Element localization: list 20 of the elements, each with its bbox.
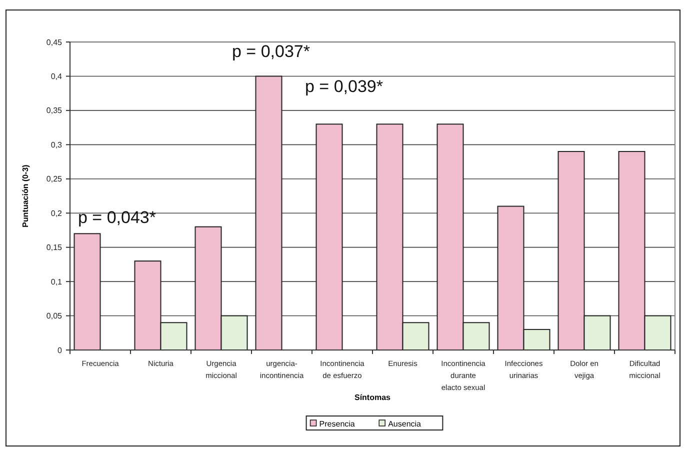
y-tick-label: 0,3 (50, 140, 63, 150)
bar (316, 124, 343, 350)
y-tick-label: 0,1 (50, 277, 63, 286)
bar (255, 76, 282, 350)
y-tick-label: 0,25 (46, 174, 63, 184)
legend-label: Presencia (319, 420, 356, 428)
y-tick-label: 0 (58, 346, 63, 355)
annotation: p = 0,037* (232, 42, 310, 61)
y-tick-label: 0,15 (46, 243, 63, 252)
y-tick-label: 0,2 (50, 208, 63, 218)
y-tick-label: 0,4 (50, 72, 63, 82)
y-axis-title: Puntuación (0-3) (21, 164, 30, 228)
legend-label: Ausencia (388, 420, 422, 428)
x-axis-title: Síntomas (354, 393, 392, 402)
bar (74, 233, 101, 350)
y-tick-label: 0,35 (46, 106, 63, 116)
y-tick-label: 0,45 (46, 38, 63, 47)
y-tick-label: 0,05 (46, 312, 63, 321)
annotation: p = 0,043* (78, 208, 156, 227)
annotation: p = 0,039* (305, 77, 384, 96)
